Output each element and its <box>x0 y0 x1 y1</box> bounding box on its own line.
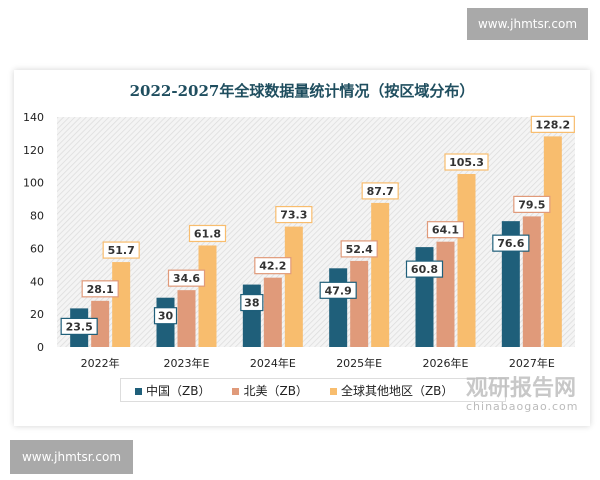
data-label: 87.7 <box>361 182 399 200</box>
data-label: 28.1 <box>81 280 119 298</box>
data-label-box <box>60 317 98 335</box>
data-label: 51.7 <box>102 241 140 259</box>
brand-logo: 观研报告网 <box>466 376 577 401</box>
bar <box>457 174 476 347</box>
data-label: 73.3 <box>275 205 313 224</box>
data-label-box <box>492 234 530 252</box>
bar <box>436 241 455 347</box>
y-tick-label: 140 <box>23 111 44 124</box>
data-label: 52.4 <box>340 240 378 258</box>
data-label-text: 28.1 <box>87 283 114 296</box>
data-label: 47.9 <box>319 281 357 299</box>
bar <box>242 284 261 347</box>
data-label-text: 79.5 <box>518 198 545 211</box>
bar <box>350 260 369 347</box>
bar <box>198 245 217 347</box>
data-label-text: 73.3 <box>280 209 307 222</box>
data-label-box <box>340 240 378 258</box>
data-label-text: 30 <box>158 310 174 323</box>
bar <box>263 277 282 347</box>
x-tick-label: 2023年E <box>164 356 210 370</box>
data-label-box <box>319 281 357 299</box>
data-label-box <box>513 195 551 213</box>
data-label-box <box>188 224 227 243</box>
x-tick-label: 2022年 <box>81 356 120 370</box>
bar <box>177 290 196 347</box>
legend-label: 北美（ZB） <box>243 383 308 398</box>
data-label-box <box>167 269 206 287</box>
plot-area <box>57 117 575 347</box>
bar <box>329 268 348 347</box>
y-tick-label: 40 <box>30 275 44 288</box>
data-label-text: 64.1 <box>432 224 459 237</box>
bar <box>501 221 520 347</box>
data-label-box <box>444 153 489 171</box>
bar <box>543 136 562 347</box>
y-tick-label: 0 <box>37 341 44 354</box>
data-label-box <box>254 257 292 275</box>
data-label: 60.8 <box>405 260 444 278</box>
bar <box>112 262 131 347</box>
data-label: 61.8 <box>188 224 227 243</box>
data-label-text: 47.9 <box>325 284 352 297</box>
legend-label: 全球其他地区（ZB） <box>340 383 454 398</box>
data-label: 76.6 <box>492 234 530 252</box>
brand-url: chinabaogao.com <box>466 400 579 413</box>
chart-svg: 0 20 40 60 80 100 120 140 2022年 2023年E 2024年E 2025年… <box>23 111 575 370</box>
x-tick-label: 2025年E <box>336 356 382 370</box>
data-label-box <box>426 221 465 239</box>
data-label-box <box>153 307 178 325</box>
chart-card: 2022-2027年全球数据量统计情况（按区域分布） 0 20 40 60 80 100 1… <box>14 70 590 426</box>
data-label-text: 52.4 <box>346 243 373 256</box>
x-tick-label: 2026年E <box>423 356 469 370</box>
legend: 中国（ZB） 北美（ZB） 全球其他地区（ZB） <box>120 378 506 402</box>
data-label-box <box>361 182 399 200</box>
data-label: 23.5 <box>60 317 98 335</box>
data-label-text: 23.5 <box>66 320 93 333</box>
chart-title: 2022-2027年全球数据量统计情况（按区域分布） <box>129 82 475 100</box>
data-label-text: 128.2 <box>535 118 570 131</box>
data-label-text: 42.2 <box>259 260 286 273</box>
y-tick-label: 120 <box>23 144 44 157</box>
data-label: 30 <box>153 307 178 325</box>
legend-item-china: 中国（ZB） <box>135 382 210 399</box>
y-tick-label: 80 <box>30 210 44 223</box>
data-label-box <box>81 280 119 298</box>
y-tick-label: 60 <box>30 242 44 255</box>
legend-item-rest-of-world: 全球其他地区（ZB） <box>329 382 454 399</box>
data-label: 128.2 <box>530 115 575 133</box>
data-label-box <box>102 241 140 259</box>
data-label-text: 87.7 <box>367 185 394 198</box>
y-tick-label: 20 <box>30 308 44 321</box>
data-label: 79.5 <box>513 195 551 213</box>
data-label-text: 105.3 <box>449 156 484 169</box>
bar <box>371 202 390 347</box>
bar <box>91 300 110 347</box>
x-tick-label: 2027年E <box>509 356 555 370</box>
data-label: 64.1 <box>426 221 465 239</box>
data-label-box <box>530 115 575 133</box>
data-label-box <box>405 260 444 278</box>
data-label: 42.2 <box>254 257 292 275</box>
bar <box>284 226 303 347</box>
data-label-text: 60.8 <box>411 263 438 276</box>
data-label-box <box>275 205 313 224</box>
legend-item-north-america: 北美（ZB） <box>232 382 308 399</box>
data-label-box <box>240 293 264 312</box>
legend-label: 中国（ZB） <box>146 383 211 398</box>
data-label: 105.3 <box>444 153 489 171</box>
data-label: 34.6 <box>167 269 206 287</box>
data-label-text: 38 <box>244 297 259 310</box>
data-label: 38 <box>240 293 264 312</box>
data-label-text: 51.7 <box>108 244 135 257</box>
watermark-bottom: www.jhmtsr.com <box>10 440 133 474</box>
x-tick-label: 2024年E <box>250 356 296 370</box>
data-label-text: 76.6 <box>497 237 524 250</box>
watermark-top: www.jhmtsr.com <box>467 8 588 40</box>
data-label-text: 61.8 <box>194 227 221 240</box>
data-label-text: 34.6 <box>173 272 200 285</box>
y-tick-label: 100 <box>23 177 44 190</box>
